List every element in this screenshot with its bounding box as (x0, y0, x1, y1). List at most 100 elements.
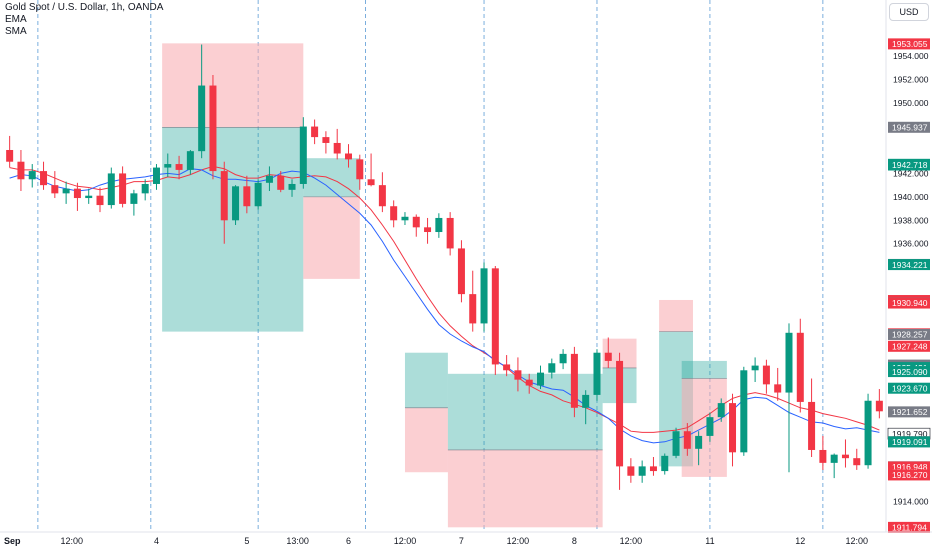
candle-body (446, 217, 454, 249)
price-tick-label: 1938.000 (893, 215, 929, 225)
candle-body (119, 173, 127, 204)
price-tick-label: 1952.000 (893, 75, 929, 85)
candle-body (503, 364, 511, 371)
candle-body (717, 403, 725, 418)
time-tick-label: 12:00 (507, 536, 530, 546)
candle-body (808, 401, 816, 450)
candle-body (841, 454, 849, 459)
candle-body (593, 352, 601, 395)
position-stop-zone (681, 378, 727, 477)
time-tick-label: 12 (795, 536, 805, 546)
price-badge (888, 340, 930, 352)
price-badge-label: 1916.948 (892, 462, 928, 472)
candle-body (774, 384, 782, 393)
candle-body (232, 186, 240, 221)
price-badge-label: 1921.652 (892, 407, 928, 417)
candle-body (73, 188, 81, 199)
candle-body (243, 186, 251, 207)
candle-body (695, 435, 703, 449)
candle-body (762, 365, 770, 385)
price-badge-label: 1923.670 (892, 383, 928, 393)
candle-body (853, 458, 861, 466)
symbol-title[interactable]: Gold Spot / U.S. Dollar, 1h, OANDA (5, 2, 164, 13)
candle-body (548, 363, 556, 373)
candle-body (130, 193, 138, 204)
price-badge-label: 1934.221 (892, 260, 928, 270)
price-badge-label: 1916.270 (892, 470, 928, 480)
currency-button[interactable]: USD (889, 3, 929, 21)
candle-body (469, 294, 477, 324)
candle-body (198, 85, 206, 152)
candle-body (649, 466, 657, 472)
candle-body (356, 159, 364, 180)
candle-body (525, 379, 533, 386)
price-badge (888, 297, 930, 309)
candle-body (435, 217, 443, 233)
position-stop-zone (447, 449, 603, 528)
price-badge-label: 1927.248 (892, 341, 928, 351)
price-badge-label: 1930.940 (892, 298, 928, 308)
candle-body (672, 431, 680, 456)
candle-body (28, 171, 36, 180)
candle-body (175, 164, 183, 170)
price-badge-label: 1945.937 (892, 122, 928, 132)
price-tick-label: 1936.000 (893, 239, 929, 249)
candle-body (40, 171, 48, 186)
ema-indicator-label[interactable]: EMA (5, 14, 27, 25)
price-badge-label: 1911.794 (892, 523, 927, 533)
time-tick-label: 8 (572, 536, 577, 546)
time-tick-label: 13:00 (286, 536, 309, 546)
candle-body (582, 394, 590, 408)
candle-body (627, 466, 635, 476)
candle-body (616, 360, 624, 467)
price-badge-label: 1925.090 (892, 367, 928, 377)
candle-body (751, 365, 759, 371)
candle-body (152, 167, 160, 184)
candle-body (570, 353, 578, 408)
candle-body (796, 332, 804, 402)
price-badge (888, 366, 930, 378)
price-badge (888, 436, 930, 448)
candle-body (785, 332, 793, 393)
candle-body (706, 417, 714, 436)
time-tick-label: 12:00 (394, 536, 417, 546)
price-tick-label: 1942.000 (893, 168, 929, 178)
time-tick-label: Sep (4, 536, 21, 546)
candle-body (141, 183, 149, 194)
candle-body (311, 126, 319, 138)
price-badge-label: 1919.091 (892, 437, 928, 447)
candle-body (254, 182, 262, 207)
time-tick-label: 11 (705, 536, 714, 546)
candle-body (107, 173, 115, 206)
position-stop-zone (303, 196, 360, 279)
position-target-zone (404, 352, 448, 408)
position-stop-zone (162, 43, 304, 128)
price-tick-label: 1954.000 (893, 51, 929, 61)
candle-body (740, 370, 748, 453)
candle-body (209, 85, 217, 172)
candle-body (514, 370, 522, 380)
candle-body (62, 188, 70, 194)
price-badge (888, 406, 930, 418)
price-axis-bg (886, 0, 932, 550)
price-badge (888, 328, 930, 340)
candle-body (265, 175, 273, 183)
price-tick-label: 1940.000 (893, 192, 929, 202)
price-badge-label: 1928.257 (892, 330, 928, 340)
time-tick-label: 12:00 (61, 536, 84, 546)
candle-body (378, 185, 386, 207)
candle-body (333, 142, 341, 154)
price-badge-label: 1942.718 (892, 160, 928, 170)
candle-body (96, 195, 104, 206)
candle-body (164, 164, 172, 168)
candle-body (559, 353, 567, 364)
candle-body (661, 455, 669, 472)
price-badge (888, 159, 930, 171)
price-badge (888, 469, 930, 481)
price-badge (888, 259, 930, 271)
sma-indicator-label[interactable]: SMA (5, 26, 27, 37)
price-badge (888, 382, 930, 394)
candle-body (424, 227, 432, 233)
